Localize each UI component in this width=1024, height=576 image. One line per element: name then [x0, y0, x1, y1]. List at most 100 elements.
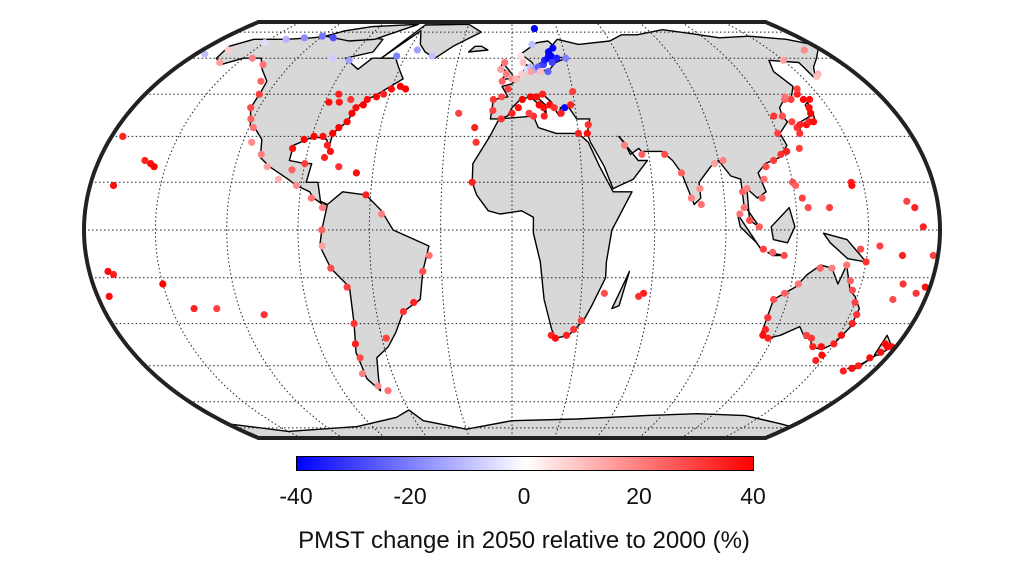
landmass: [770, 206, 796, 244]
site-marker: [380, 90, 388, 98]
meridian-line: [297, 22, 386, 438]
site-marker: [866, 354, 874, 362]
meridian-line: [596, 22, 656, 438]
site-marker: [798, 194, 806, 202]
site-marker: [419, 267, 427, 275]
world-map: [81, 20, 943, 440]
site-marker: [327, 264, 335, 272]
colorbar-tick-min: -40: [279, 483, 313, 509]
colorbar-tick-zero: 0: [517, 483, 531, 509]
site-marker: [213, 305, 221, 313]
site-markers: [104, 25, 937, 395]
site-marker: [512, 75, 520, 83]
site-marker: [326, 147, 334, 155]
site-marker: [352, 169, 360, 177]
site-marker: [696, 185, 704, 193]
site-marker: [762, 163, 770, 171]
site-marker: [525, 109, 533, 117]
site-marker: [600, 289, 609, 297]
site-marker: [788, 118, 796, 126]
site-marker: [697, 200, 705, 209]
site-marker: [919, 223, 927, 231]
site-marker: [310, 132, 318, 140]
site-marker: [569, 88, 577, 96]
site-marker: [719, 156, 727, 165]
site-marker: [292, 181, 300, 190]
site-marker: [551, 334, 560, 342]
site-marker: [544, 68, 552, 76]
landmass: [611, 270, 631, 310]
site-marker: [348, 109, 356, 117]
site-marker: [800, 46, 808, 54]
site-marker: [359, 101, 367, 109]
site-marker: [807, 109, 815, 117]
meridian-line: [368, 22, 428, 438]
site-marker: [830, 340, 838, 348]
site-marker: [335, 163, 343, 171]
landmass: [736, 213, 762, 250]
site-marker: [540, 112, 548, 120]
site-marker: [119, 132, 127, 140]
meridian-line: [638, 22, 727, 438]
site-marker: [329, 129, 337, 137]
site-marker: [247, 115, 255, 123]
site-marker: [224, 46, 232, 54]
site-marker: [363, 95, 371, 104]
site-marker: [318, 226, 326, 234]
colorbar-label: PMST change in 2050 relative to 2000 (%): [298, 527, 750, 554]
site-marker: [518, 70, 526, 78]
site-marker: [854, 362, 863, 370]
site-marker: [540, 104, 548, 112]
site-marker: [912, 289, 920, 297]
site-marker: [374, 382, 382, 390]
site-marker: [530, 25, 539, 33]
map-frame: [81, 20, 943, 440]
site-marker: [335, 98, 343, 106]
site-marker: [746, 216, 754, 224]
site-marker: [372, 93, 381, 101]
site-marker: [774, 129, 782, 137]
site-marker: [911, 204, 919, 212]
site-marker: [472, 138, 480, 146]
site-marker: [794, 280, 802, 288]
site-marker: [661, 150, 669, 158]
landmass: [471, 115, 633, 339]
site-marker: [289, 144, 297, 152]
site-marker: [818, 351, 826, 359]
site-marker: [527, 68, 535, 76]
landmass: [467, 45, 489, 53]
site-marker: [853, 311, 861, 319]
site-marker: [301, 160, 309, 168]
site-marker: [770, 112, 778, 120]
site-marker: [343, 283, 351, 291]
site-marker: [428, 52, 436, 60]
site-marker: [561, 104, 569, 112]
site-marker: [300, 135, 308, 143]
site-marker: [780, 251, 788, 260]
site-marker: [848, 181, 856, 190]
site-marker: [263, 163, 271, 171]
site-marker: [812, 356, 820, 365]
site-marker: [899, 280, 907, 288]
site-marker: [345, 56, 353, 64]
site-marker: [325, 98, 333, 106]
site-marker: [806, 95, 814, 104]
site-marker: [508, 109, 516, 117]
site-marker: [536, 68, 545, 76]
site-marker: [350, 320, 358, 328]
site-marker: [387, 85, 396, 93]
site-marker: [792, 181, 800, 190]
site-marker: [399, 308, 407, 316]
site-marker: [848, 364, 856, 372]
site-marker: [810, 118, 818, 126]
site-marker: [356, 354, 364, 362]
landmass: [380, 23, 482, 59]
site-marker: [857, 245, 865, 253]
site-marker: [358, 370, 367, 378]
site-marker: [489, 95, 497, 104]
site-marker: [323, 141, 331, 149]
site-marker: [583, 129, 591, 137]
site-marker: [190, 305, 198, 313]
site-marker: [257, 77, 265, 85]
site-marker: [795, 144, 803, 152]
